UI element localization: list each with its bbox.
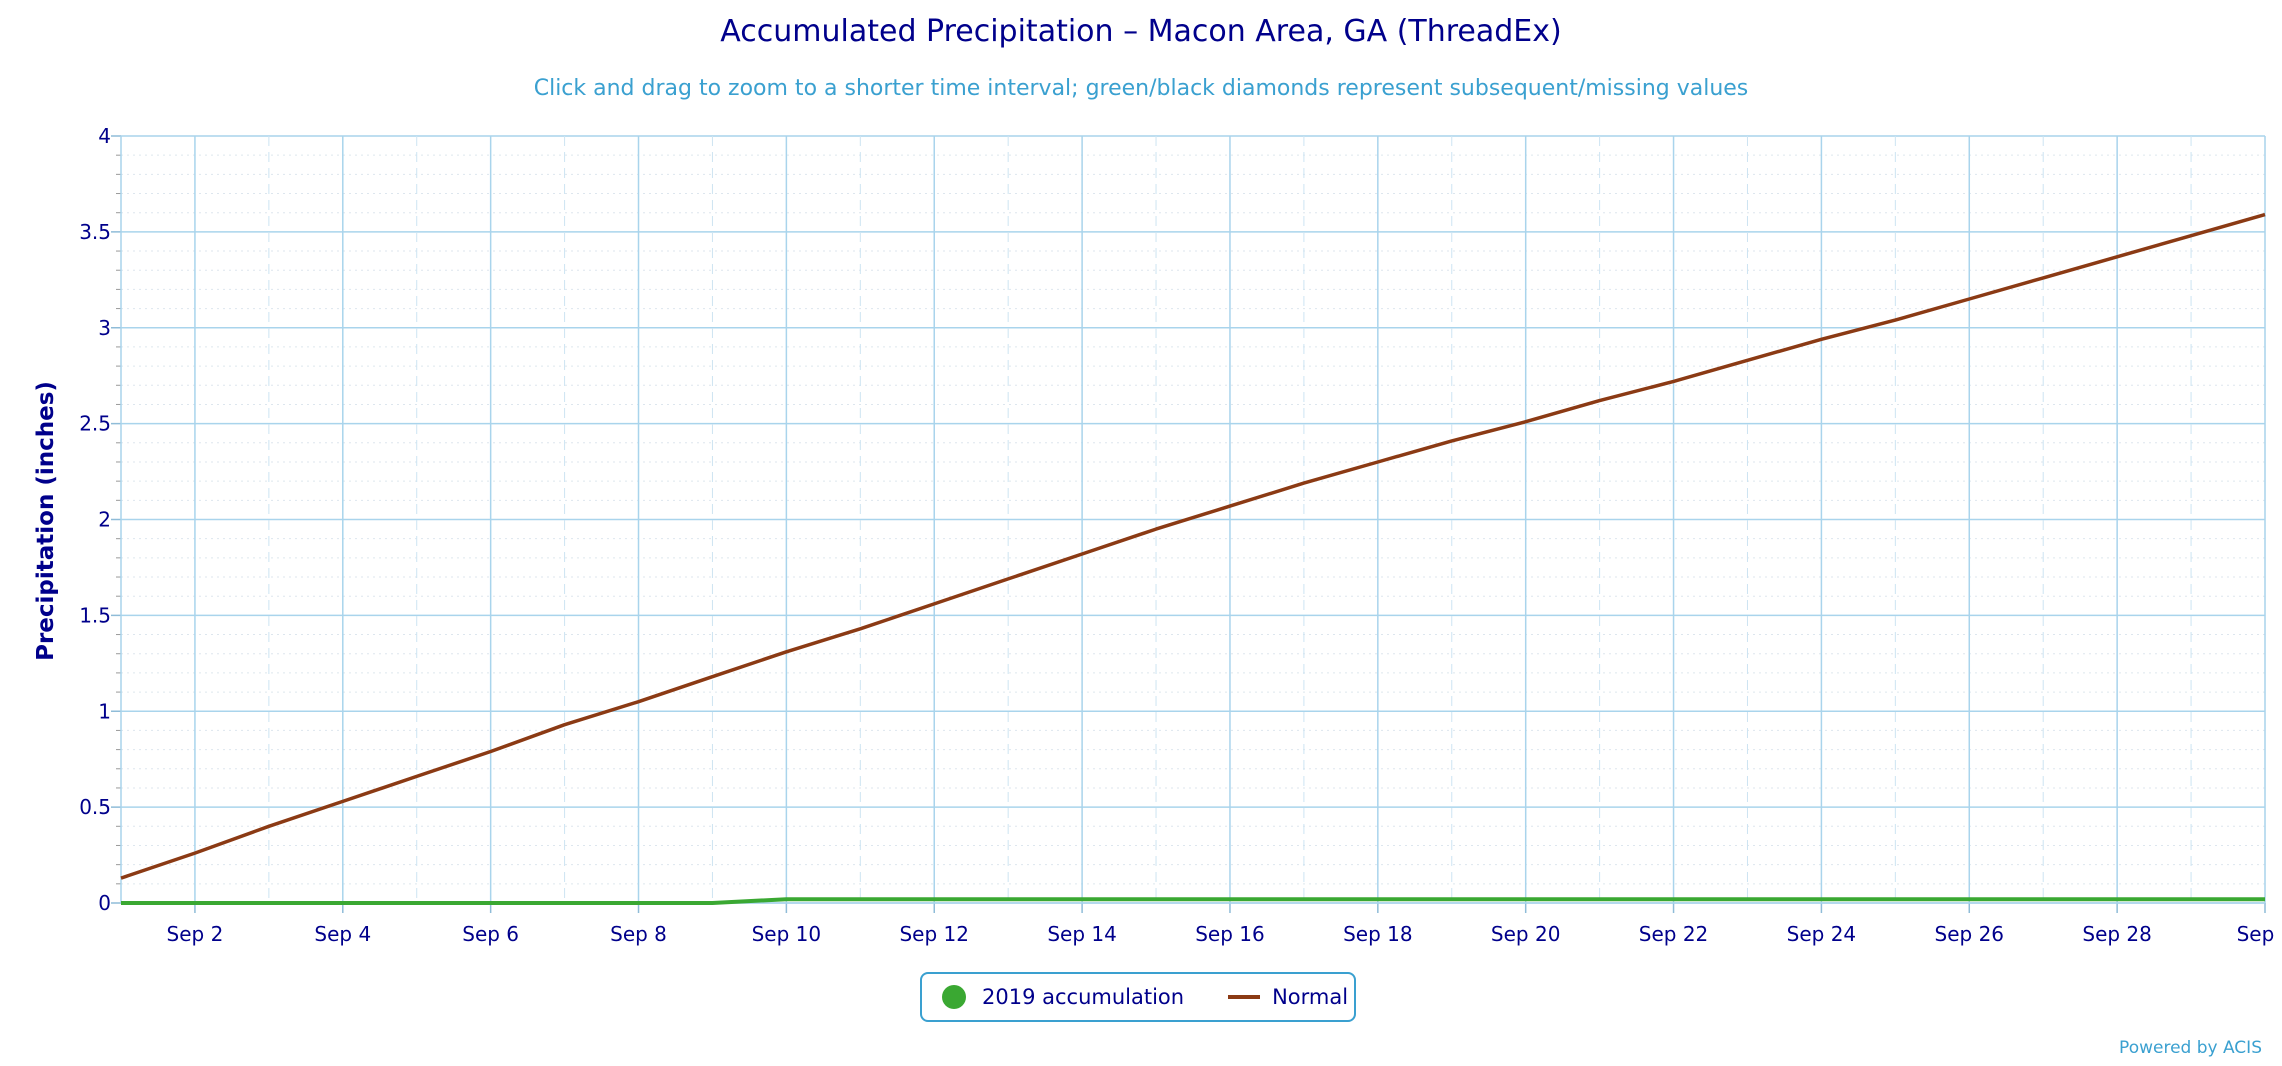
- y-tick-label: 2: [98, 508, 111, 532]
- series-line-2019-accumulation[interactable]: [121, 897, 2265, 905]
- y-tick-label: 4: [98, 124, 111, 148]
- x-tick-label: Sep 3: [2237, 922, 2282, 946]
- legend-label: Normal: [1272, 985, 1349, 1009]
- grid-layer: [120, 135, 2266, 904]
- y-tick-label: 0.5: [79, 795, 111, 819]
- x-tick-label: Sep 4: [314, 922, 371, 946]
- x-tick-label: Sep 8: [610, 922, 667, 946]
- chart-title: Accumulated Precipitation – Macon Area, …: [720, 14, 1562, 49]
- y-tick-label: 1: [98, 699, 111, 723]
- legend-label: 2019 accumulation: [982, 985, 1185, 1009]
- credit-link[interactable]: Powered by ACIS: [2119, 1038, 2262, 1058]
- y-tick-label: 1.5: [79, 603, 111, 627]
- legend-marker-line: [1228, 995, 1261, 999]
- x-tick-label: Sep 10: [752, 922, 822, 946]
- x-tick-label: Sep 24: [1787, 922, 1857, 946]
- x-tick-label: Sep 28: [2082, 922, 2152, 946]
- y-tick-label: 0: [98, 891, 111, 915]
- legend-item-2019-accumulation[interactable]: 2019 accumulation: [942, 985, 1184, 1009]
- x-tick-label: Sep 20: [1491, 922, 1561, 946]
- x-tick-label: Sep 14: [1047, 922, 1117, 946]
- legend-item-normal[interactable]: Normal: [1228, 985, 1348, 1009]
- x-tick-label: Sep 18: [1343, 922, 1413, 946]
- series-line-normal[interactable]: [120, 212, 2266, 880]
- x-tick-label: Sep 26: [1935, 922, 2005, 946]
- x-tick-label: Sep 22: [1639, 922, 1709, 946]
- axis-layer: 0 0.5 1 1.5 2 2.5 3 3.5 4 Sep 2 Sep 4 Sep 6 Sep 8 Sep…: [79, 124, 2282, 946]
- series-layer: [120, 212, 2266, 905]
- y-tick-label: 2.5: [79, 412, 111, 436]
- y-tick-label: 3.5: [79, 220, 111, 244]
- chart-subtitle: Click and drag to zoom to a shorter time…: [533, 76, 1749, 101]
- x-tick-label: Sep 12: [899, 922, 969, 946]
- y-axis-label: Precipitation (inches): [33, 381, 59, 661]
- legend-marker-circle: [942, 985, 966, 1009]
- x-tick-label: Sep 16: [1195, 922, 1265, 946]
- y-tick-label: 3: [98, 316, 111, 340]
- legend: 2019 accumulation Normal: [920, 972, 1356, 1022]
- x-tick-label: Sep 6: [462, 922, 519, 946]
- x-tick-label: Sep 2: [167, 922, 224, 946]
